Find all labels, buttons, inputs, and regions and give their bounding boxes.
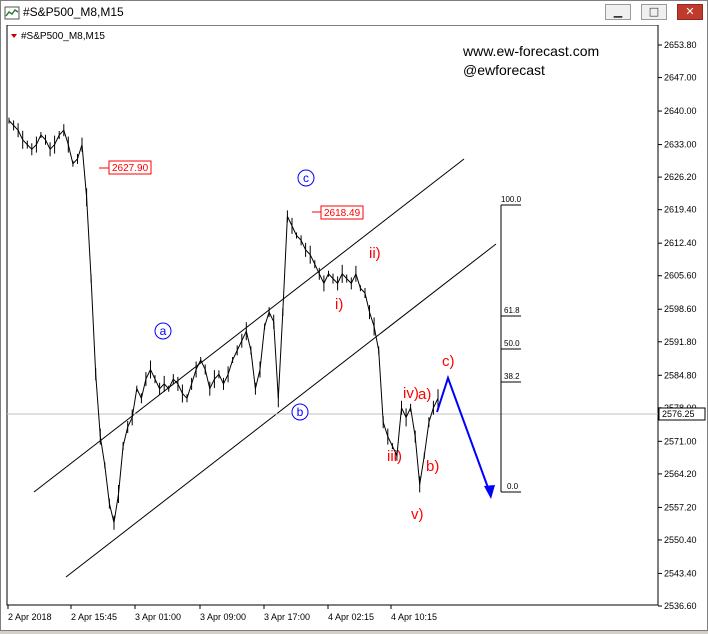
wave-label-i: i) (335, 296, 343, 313)
wave-label-c-red: c) (442, 353, 455, 370)
wave-label-iii: iii) (387, 448, 402, 465)
watermark-handle: @ewforecast (463, 62, 545, 78)
price-series (8, 117, 439, 530)
y-tick-label: 2536.60 (664, 601, 697, 611)
y-tick-label: 2550.40 (664, 535, 697, 545)
plot-frame (6, 24, 659, 606)
close-button[interactable]: ✕ (677, 4, 703, 20)
marker-label-high: 2627.90 (112, 163, 149, 174)
wave-c-circle (297, 169, 315, 187)
window-title: #S&P500_M8,M15 (23, 5, 124, 19)
y-tick-label: 2612.40 (664, 238, 697, 248)
x-tick-label: 3 Apr 17:00 (264, 612, 310, 622)
y-tick-label: 2633.00 (664, 140, 697, 150)
channel-upper-line (33, 158, 465, 493)
y-tick-label: 2647.00 (664, 73, 697, 83)
chart-area[interactable]: #S&P500_M8,M15 www.ew-forecast.com @ewfo… (1, 24, 707, 630)
forecast-arrowhead-icon (484, 485, 495, 499)
wave-label-a-red: a) (418, 386, 431, 403)
forecast-path (436, 374, 492, 497)
close-icon: ✕ (685, 5, 695, 18)
maximize-button[interactable]: □ (641, 4, 667, 20)
fib-label-61: 61.8 (504, 306, 520, 315)
marker-box-high (108, 160, 152, 175)
y-tick-label: 2619.40 (664, 205, 697, 215)
y-tick-label: 2557.20 (664, 502, 697, 512)
y-tick-label: 2653.80 (664, 40, 697, 50)
x-tick-label: 4 Apr 10:15 (391, 612, 437, 622)
symbol-label: #S&P500_M8,M15 (21, 31, 105, 42)
current-price-box (658, 407, 706, 421)
wave-label-ii: ii) (369, 245, 381, 262)
maximize-icon: □ (648, 5, 660, 18)
y-tick-label: 2543.40 (664, 568, 697, 578)
x-tick-label: 2 Apr 15:45 (71, 612, 117, 622)
y-tick-label: 2640.00 (664, 106, 697, 116)
wave-label-iv: iv) (403, 385, 419, 402)
y-tick-label: 2584.80 (664, 370, 697, 380)
marker-box-c (320, 205, 364, 220)
wave-label-v: v) (411, 506, 424, 523)
y-tick-label: 2605.60 (664, 271, 697, 281)
x-tick-label: 4 Apr 02:15 (328, 612, 374, 622)
fib-label-50: 50.0 (504, 339, 520, 348)
fib-label-0: 0.0 (507, 482, 519, 491)
price-chart[interactable]: #S&P500_M8,M15 www.ew-forecast.com @ewfo… (1, 24, 707, 630)
y-tick-label: 2598.60 (664, 304, 697, 314)
watermark-website: www.ew-forecast.com (462, 43, 599, 59)
x-tick-label: 2 Apr 2018 (8, 612, 52, 622)
wave-label-b: b (297, 405, 304, 419)
current-price-label: 2576.25 (662, 409, 695, 419)
x-tick-label: 3 Apr 09:00 (200, 612, 246, 622)
y-tick-label: 2591.80 (664, 337, 697, 347)
fib-label-100: 100.0 (501, 195, 522, 204)
minimize-button[interactable]: ▁ (605, 4, 631, 20)
y-tick-label: 2564.20 (664, 469, 697, 479)
x-tick-label: 3 Apr 01:00 (135, 612, 181, 622)
minimize-icon: ▁ (613, 5, 623, 18)
marker-label-c: 2618.49 (324, 208, 361, 219)
fib-label-38: 38.2 (504, 372, 520, 381)
title-bar[interactable]: #S&P500_M8,M15 ▁ □ ✕ (1, 1, 707, 25)
y-tick-label: 2571.00 (664, 436, 697, 446)
symbol-dropdown-icon[interactable] (11, 34, 17, 38)
y-tick-label: 2626.20 (664, 172, 697, 182)
y-axis: 2653.80 2647.00 2640.00 2633.00 2626.20 2619.… (658, 40, 697, 611)
wave-b-circle (291, 403, 309, 421)
wave-label-a: a (160, 324, 167, 338)
wave-label-b-red: b) (426, 458, 439, 475)
x-axis: 2 Apr 2018 2 Apr 15:45 3 Apr 01:00 3 Apr 09… (7, 605, 437, 622)
chart-window-icon (4, 6, 20, 20)
wave-label-c: c (303, 171, 309, 185)
wave-a-circle (154, 322, 172, 340)
channel-lower-line (65, 243, 497, 578)
